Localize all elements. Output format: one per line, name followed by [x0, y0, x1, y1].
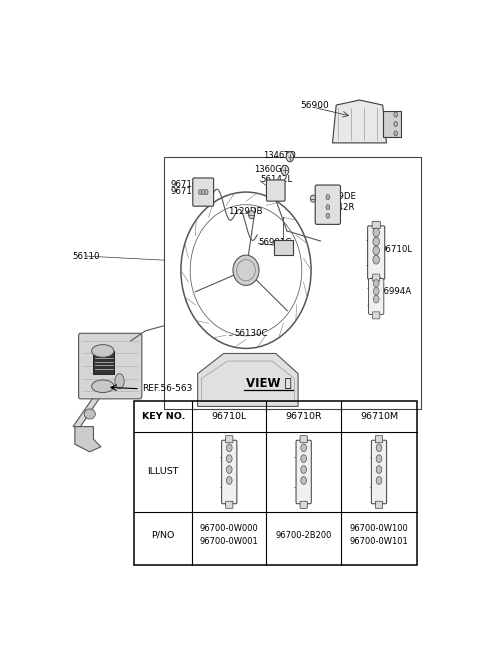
Circle shape [227, 466, 232, 474]
FancyBboxPatch shape [372, 440, 386, 504]
Circle shape [373, 288, 379, 295]
Text: 96710M: 96710M [360, 412, 398, 421]
FancyBboxPatch shape [372, 274, 380, 281]
Text: 56900: 56900 [300, 101, 329, 110]
Text: REF.56-563: REF.56-563 [142, 384, 192, 393]
Bar [274, 240, 292, 255]
Text: 96710M: 96710M [170, 187, 205, 196]
FancyBboxPatch shape [300, 436, 307, 443]
Text: 96710R: 96710R [285, 412, 322, 421]
Text: 56991C: 56991C [258, 238, 291, 246]
Polygon shape [333, 100, 386, 143]
FancyBboxPatch shape [226, 501, 233, 508]
FancyBboxPatch shape [372, 277, 380, 284]
Circle shape [376, 466, 382, 474]
Circle shape [373, 246, 380, 255]
Ellipse shape [233, 255, 259, 286]
FancyBboxPatch shape [372, 312, 380, 319]
Text: 56142R: 56142R [322, 202, 355, 212]
Text: 96710R: 96710R [170, 179, 204, 189]
FancyBboxPatch shape [368, 226, 385, 279]
Ellipse shape [92, 345, 114, 357]
Circle shape [376, 444, 382, 452]
Text: 1129DE: 1129DE [322, 192, 356, 201]
Polygon shape [73, 346, 134, 426]
Polygon shape [75, 426, 101, 452]
Bar [134, 402, 417, 565]
Text: ILLUST: ILLUST [147, 468, 179, 476]
FancyBboxPatch shape [79, 333, 142, 399]
Text: 96700-2B200: 96700-2B200 [276, 531, 332, 540]
Bar [94, 351, 114, 373]
Circle shape [227, 444, 232, 452]
Text: 1129DB: 1129DB [228, 207, 263, 215]
Text: KEY NO.: KEY NO. [142, 412, 185, 421]
Circle shape [394, 121, 397, 126]
Bar [383, 111, 401, 137]
Circle shape [249, 211, 254, 219]
FancyBboxPatch shape [226, 436, 233, 443]
FancyBboxPatch shape [296, 440, 312, 504]
FancyBboxPatch shape [300, 501, 307, 508]
Ellipse shape [84, 409, 96, 419]
Text: P/NO: P/NO [152, 531, 175, 540]
FancyBboxPatch shape [222, 440, 237, 504]
Text: 56994A: 56994A [379, 287, 412, 296]
Text: 1360GK: 1360GK [254, 165, 288, 174]
Circle shape [227, 477, 232, 484]
FancyBboxPatch shape [372, 221, 380, 229]
Text: 96710L: 96710L [212, 412, 247, 421]
Ellipse shape [92, 380, 114, 392]
Circle shape [373, 237, 380, 246]
Circle shape [301, 444, 307, 452]
Circle shape [326, 214, 330, 218]
Text: 56110: 56110 [72, 252, 99, 261]
Text: 96700-0W100
96700-0W101: 96700-0W100 96700-0W101 [349, 524, 408, 546]
Circle shape [376, 455, 382, 462]
Circle shape [373, 280, 379, 288]
Circle shape [204, 189, 208, 195]
Text: 56130C: 56130C [234, 329, 267, 338]
Text: 56142L: 56142L [260, 175, 292, 184]
FancyBboxPatch shape [193, 178, 214, 206]
Circle shape [227, 455, 232, 462]
FancyBboxPatch shape [266, 180, 285, 201]
Text: 1346TD: 1346TD [263, 151, 296, 160]
Text: VIEW Ⓐ: VIEW Ⓐ [245, 377, 291, 390]
Text: 96700-0W000
96700-0W001: 96700-0W000 96700-0W001 [200, 524, 259, 546]
Circle shape [394, 131, 397, 136]
Circle shape [301, 466, 307, 474]
FancyBboxPatch shape [375, 436, 383, 443]
Circle shape [198, 189, 202, 195]
Circle shape [311, 195, 315, 202]
Circle shape [286, 152, 294, 162]
Circle shape [301, 455, 307, 462]
FancyBboxPatch shape [375, 501, 383, 508]
Circle shape [326, 195, 330, 200]
Circle shape [373, 255, 380, 264]
Circle shape [326, 204, 330, 210]
Polygon shape [198, 354, 298, 406]
Ellipse shape [115, 373, 124, 389]
Circle shape [373, 228, 380, 237]
Circle shape [281, 165, 289, 176]
FancyBboxPatch shape [315, 185, 340, 225]
Circle shape [373, 295, 379, 303]
Text: 96710L: 96710L [381, 244, 413, 253]
Circle shape [202, 189, 205, 195]
Circle shape [376, 477, 382, 484]
Circle shape [394, 112, 397, 117]
Circle shape [301, 477, 307, 484]
FancyBboxPatch shape [369, 278, 384, 314]
Bar [164, 157, 421, 409]
